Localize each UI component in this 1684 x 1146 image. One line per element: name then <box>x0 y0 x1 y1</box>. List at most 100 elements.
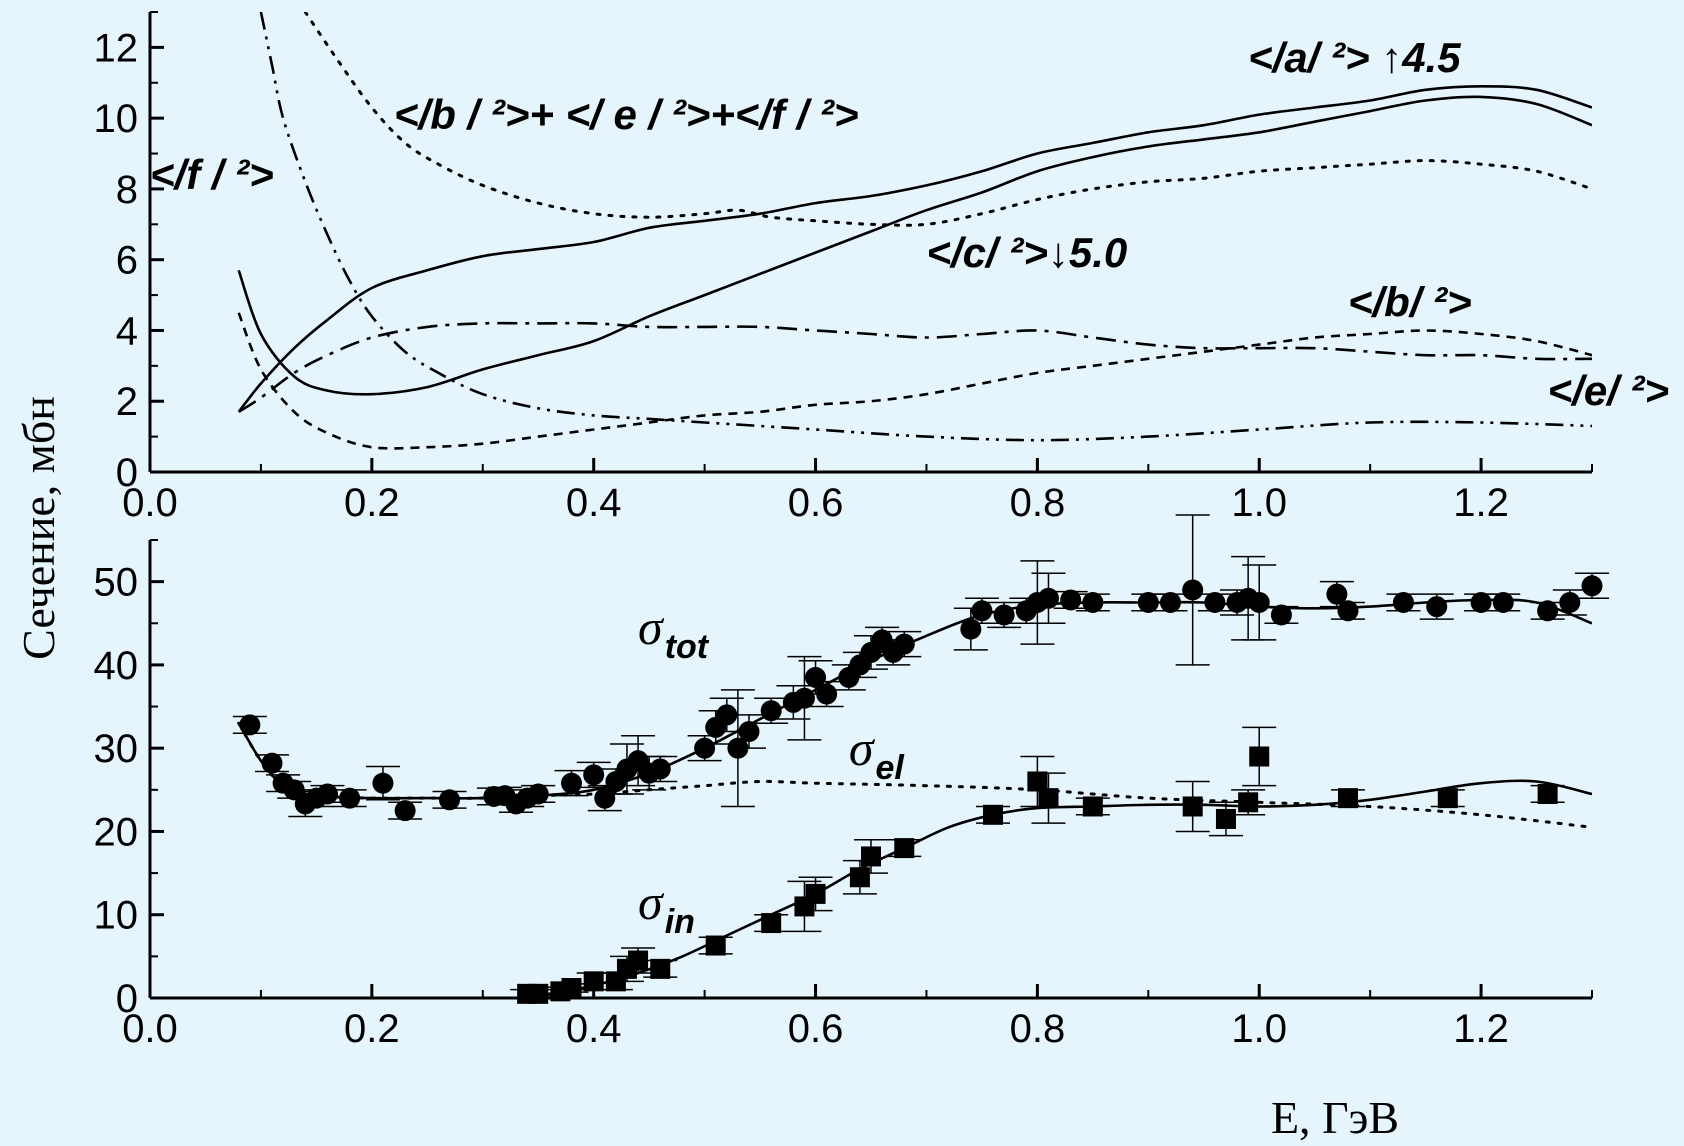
x-tick-label: 0.2 <box>344 1007 400 1051</box>
series-line-c2 <box>237 95 1592 396</box>
series-line-f2 <box>259 12 1592 442</box>
x-tick-label: 1.2 <box>1453 1007 1509 1051</box>
x-tick-label: 0.6 <box>788 1007 844 1051</box>
y-tick-label: 30 <box>94 727 139 771</box>
series-annotation: </e/ ²> <box>1548 367 1669 414</box>
data-point-tot_pts <box>731 714 766 749</box>
data-point-in_pts <box>1031 772 1066 824</box>
sigma-subscript: in <box>665 903 695 941</box>
series-annotation: </a/ ²> ↑4.5 <box>1248 34 1461 81</box>
data-point-in_pts <box>521 983 556 1004</box>
data-point-in_pts <box>1330 788 1365 809</box>
square-marker <box>1249 746 1270 767</box>
x-tick-label: 0.8 <box>1010 481 1066 525</box>
sigma-annotation: σtot <box>638 599 710 666</box>
y-tick-label: 8 <box>116 168 138 212</box>
circle-marker <box>1559 591 1581 613</box>
circle-marker <box>1581 575 1603 597</box>
circle-marker <box>805 666 827 688</box>
data-point-tot_pts <box>1486 591 1521 613</box>
series-annotation: </b/ ²> <box>1348 278 1472 325</box>
y-tick-label: 20 <box>94 810 139 854</box>
x-tick-label: 0.4 <box>566 1007 622 1051</box>
square-marker <box>705 935 726 956</box>
circle-marker <box>1326 583 1348 605</box>
sigma-symbol: σ <box>638 874 665 930</box>
square-marker <box>561 978 582 999</box>
top-panel: 0.0 0.2 0.4 0.6 0.8 1.0 1.2 0 2 4 6 8 10 12 </a/ ²> ↑4… <box>94 11 1669 525</box>
circle-marker <box>716 704 738 726</box>
square-marker <box>1215 808 1236 829</box>
y-axis-title: Сечение, мбн <box>13 396 64 660</box>
data-point-tot_pts <box>310 783 345 805</box>
square-marker <box>1437 788 1458 809</box>
circle-marker <box>816 683 838 705</box>
data-point-tot_pts <box>1175 514 1210 666</box>
circle-marker <box>1492 591 1514 613</box>
sigma-subscript: el <box>875 749 905 787</box>
circle-marker <box>1392 591 1414 613</box>
series-line-tot_fit <box>237 598 1592 800</box>
sigma-annotation: σin <box>638 874 695 941</box>
circle-marker <box>1270 604 1292 626</box>
x-tick-label: 0.8 <box>1010 1007 1066 1051</box>
square-marker <box>628 950 649 971</box>
y-tick-label: 12 <box>94 26 139 70</box>
circle-marker <box>738 721 760 743</box>
series-line-in_fit <box>515 779 1592 998</box>
circle-marker <box>438 789 460 811</box>
circle-marker <box>1537 600 1559 622</box>
x-tick-label: 0.0 <box>122 481 178 525</box>
series-annotation: </f / ²> <box>150 151 274 198</box>
data-point-tot_pts <box>1386 591 1421 613</box>
square-marker <box>528 983 549 1004</box>
y-tick-label: 2 <box>116 380 138 424</box>
data-point-in_pts <box>1020 755 1055 808</box>
circle-marker <box>527 783 549 805</box>
x-tick-label: 1.2 <box>1453 481 1509 525</box>
series-line-b2 <box>237 312 1592 450</box>
circle-marker <box>372 772 394 794</box>
data-point-in_pts <box>698 935 733 956</box>
circle-marker <box>1470 591 1492 613</box>
data-point-tot_pts <box>1575 572 1609 600</box>
circle-marker <box>316 783 338 805</box>
y-tick-label: 10 <box>94 894 139 938</box>
data-point-in_pts <box>1242 726 1277 787</box>
data-point-tot_pts <box>232 714 267 736</box>
data-point-tot_pts <box>521 783 556 805</box>
square-marker <box>1537 783 1558 804</box>
x-tick-label: 0.0 <box>122 1007 178 1051</box>
y-tick-label: 4 <box>116 309 138 353</box>
square-marker <box>1182 796 1203 817</box>
circle-marker <box>583 764 605 786</box>
circle-marker <box>394 800 416 822</box>
x-axis-title: E, ГэВ <box>1271 1092 1399 1143</box>
y-tick-label: 0 <box>116 451 138 495</box>
x-tick-label: 0.6 <box>788 481 844 525</box>
x-tick-label: 0.4 <box>566 481 622 525</box>
square-marker <box>1027 771 1048 792</box>
square-marker <box>1038 788 1059 809</box>
bottom-panel: 0.0 0.2 0.4 0.6 0.8 1.0 1.201020304050σtotσelσ… <box>94 514 1609 1051</box>
data-point-tot_pts <box>432 789 467 811</box>
data-point-tot_pts <box>554 769 589 797</box>
data-point-tot_pts <box>809 680 844 708</box>
circle-marker <box>1337 600 1359 622</box>
series-line-bef2 <box>303 12 1592 227</box>
series-annotation: </b / ²>+ </ e / ²>+</f / ²> <box>394 91 859 138</box>
data-point-tot_pts <box>365 765 400 801</box>
circle-marker <box>1248 591 1270 613</box>
circle-marker <box>1426 596 1448 618</box>
circle-marker <box>1182 579 1204 601</box>
y-tick-label: 6 <box>116 239 138 283</box>
y-tick-label: 40 <box>94 644 139 688</box>
sigma-subscript: tot <box>665 628 710 666</box>
y-tick-label: 0 <box>116 977 138 1021</box>
sigma-symbol: σ <box>638 599 665 655</box>
series-line-e2 <box>238 321 1592 413</box>
data-point-tot_pts <box>1419 593 1454 620</box>
data-point-in_pts <box>1175 780 1210 833</box>
circle-marker <box>261 752 283 774</box>
